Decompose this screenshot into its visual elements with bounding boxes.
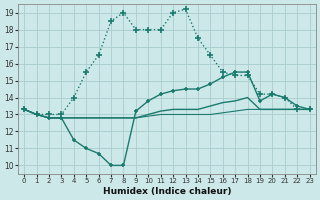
X-axis label: Humidex (Indice chaleur): Humidex (Indice chaleur): [103, 187, 231, 196]
